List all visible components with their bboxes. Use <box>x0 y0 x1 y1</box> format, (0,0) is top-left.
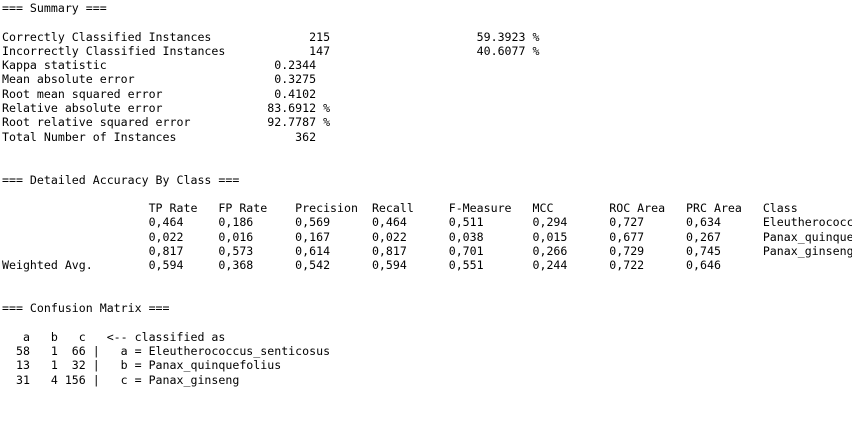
classifier-output-text: === Summary === Correctly Classified Ins… <box>2 1 852 387</box>
